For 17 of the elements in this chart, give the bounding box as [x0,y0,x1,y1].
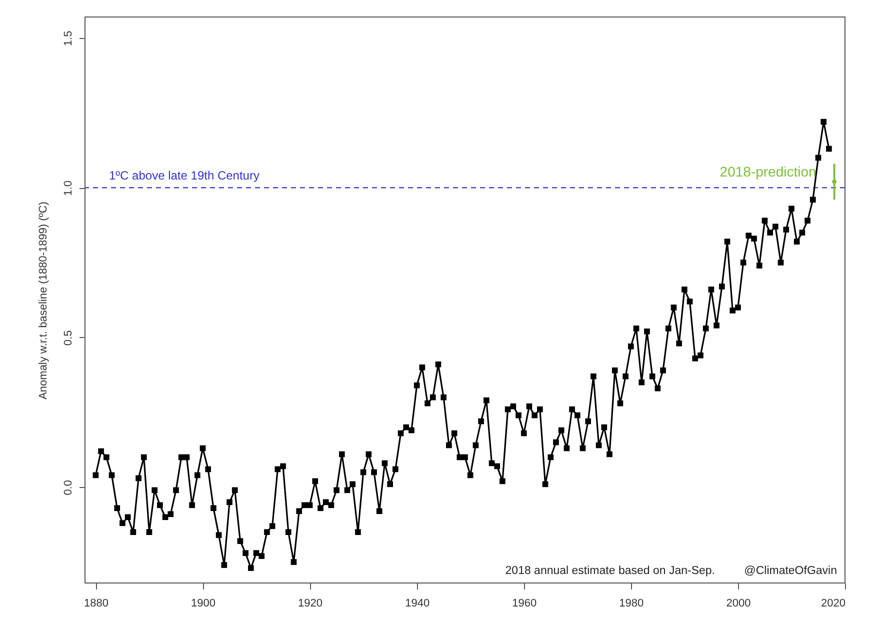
y-tick-label: 0.5 [62,330,74,346]
y-tick-label: 1.0 [62,180,74,196]
x-tick-label: 1940 [405,598,430,610]
y-axis-title: Anomaly w.r.t. baseline (1880-1899) (ºC) [38,202,50,400]
x-tick-label: 1880 [84,598,108,610]
y-tick-label: 0.0 [62,480,74,496]
x-tick-label: 2000 [726,598,751,610]
x-tick-label: 1960 [512,598,537,610]
y-tick-label: 1.5 [62,30,74,46]
annotation: @ClimateOfGavin [744,565,837,577]
series-label: 2018-prediction [720,164,816,180]
x-tick-label: 1920 [298,598,323,610]
x-tick-label: 2020 [821,598,846,610]
x-tick-label: 1980 [619,598,644,610]
x-tick-label: 1900 [191,598,216,610]
ref-line-label: 1ºC above late 19th Century [109,168,260,183]
annotation: 2018 annual estimate based on Jan-Sep. [505,565,715,577]
